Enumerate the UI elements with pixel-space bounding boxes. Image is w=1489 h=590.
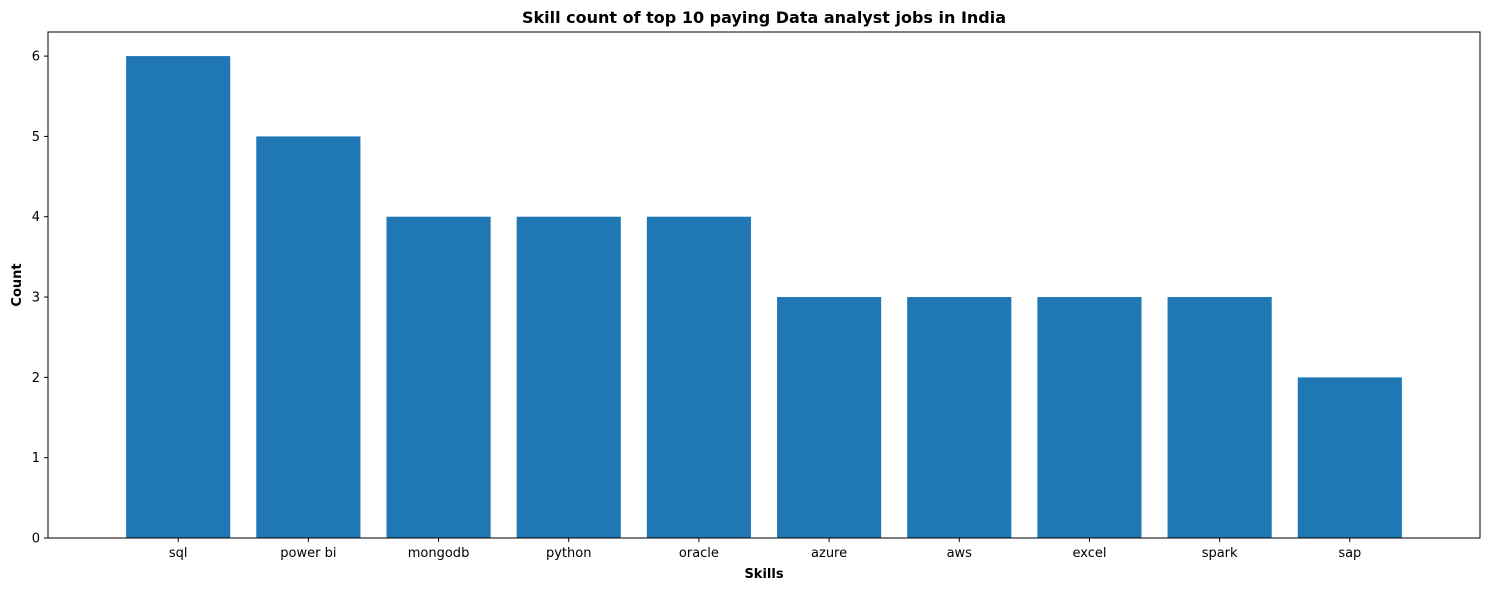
x-tick-label: sap — [1338, 546, 1361, 561]
x-axis-label: Skills — [744, 567, 783, 582]
x-tick-label: sql — [169, 546, 188, 561]
bar-azure — [777, 297, 882, 538]
bars-group — [126, 56, 1402, 538]
x-tick-label: oracle — [679, 546, 719, 561]
y-tick-label: 2 — [32, 371, 40, 386]
x-tick-label: azure — [811, 546, 847, 561]
x-tick-label: python — [546, 546, 591, 561]
x-tick-label: mongodb — [408, 546, 470, 561]
x-tick-label: power bi — [280, 546, 336, 561]
y-tick-label: 3 — [32, 291, 40, 306]
y-axis-label: Count — [10, 263, 25, 306]
y-tick-label: 6 — [32, 50, 40, 65]
plot-frame — [47, 31, 1481, 539]
y-axis-ticks: 0 1 2 3 4 5 6 — [32, 50, 48, 547]
bar-excel — [1037, 297, 1142, 538]
x-axis-ticks: sql power bi mongodb python oracle azure aws ex… — [169, 538, 1361, 561]
y-tick-label: 1 — [32, 451, 40, 466]
y-tick-label: 4 — [32, 210, 40, 225]
x-tick-label: spark — [1202, 546, 1238, 561]
bar-spark — [1167, 297, 1272, 538]
bar-aws — [907, 297, 1012, 538]
bar-oracle — [646, 216, 751, 538]
bar-mongodb — [386, 216, 491, 538]
chart-title: Skill count of top 10 paying Data analys… — [522, 8, 1006, 27]
x-tick-label: aws — [947, 546, 973, 561]
x-tick-label: excel — [1072, 546, 1106, 561]
bar-python — [516, 216, 621, 538]
y-tick-label: 5 — [32, 130, 40, 145]
bar-sap — [1297, 377, 1402, 538]
bar-sql — [126, 56, 231, 538]
y-tick-label: 0 — [32, 532, 40, 547]
bar-power-bi — [256, 136, 361, 538]
